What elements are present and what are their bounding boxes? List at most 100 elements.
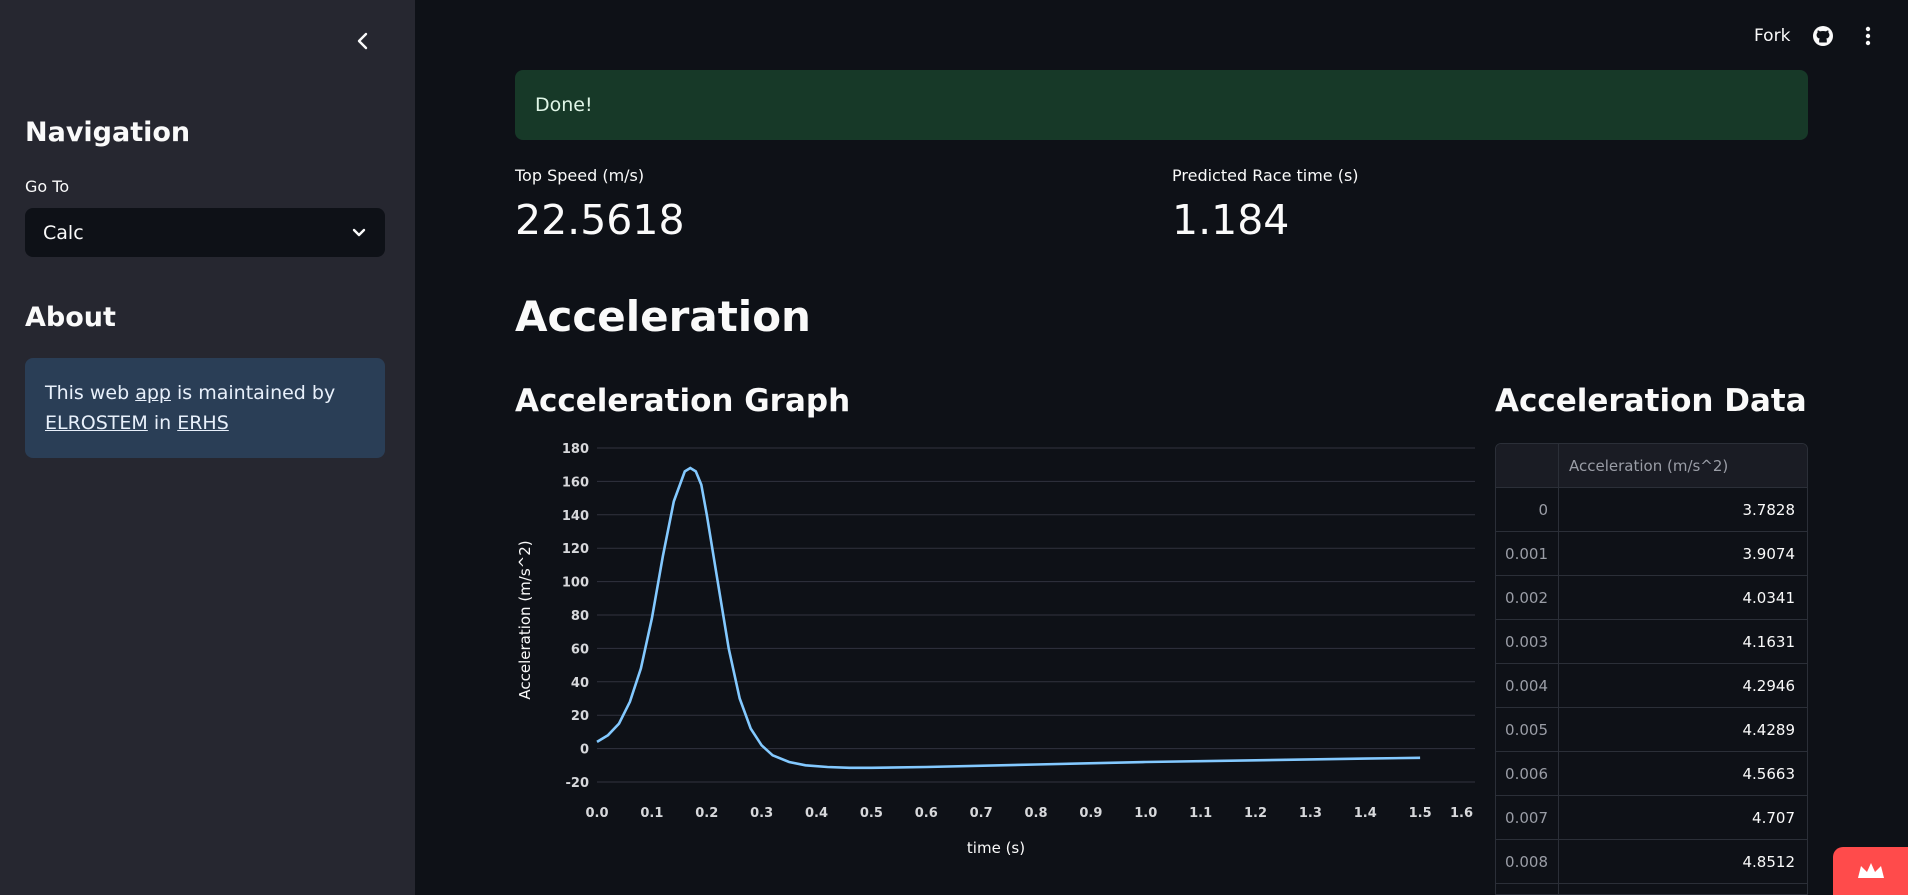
- table-header-row: Acceleration (m/s^2): [1496, 444, 1807, 488]
- chart-x-tick-label: 0.0: [585, 806, 608, 821]
- table-value-cell: 4.5663: [1742, 764, 1796, 783]
- table-body: 0 3.7828 0.001 3.9074 0.002 4.0341 0.003 4.1631…: [1496, 488, 1807, 894]
- app-link[interactable]: app: [135, 382, 171, 404]
- chart-x-tick-label: 1.0: [1134, 806, 1157, 821]
- table-value-cell: 3.7828: [1742, 500, 1796, 519]
- table-index-cell: [1496, 884, 1559, 894]
- chart-x-tick-label: 1.6: [1450, 806, 1473, 821]
- chart-x-tick-label: 0.9: [1079, 806, 1102, 821]
- about-info-box: This web app is maintained by ELROSTEM i…: [25, 358, 385, 458]
- chart-svg: 180 160 140 120 100 80 60 40 20 0 -20 0.0 0.1 0.2 0.3…: [516, 442, 1475, 857]
- acceleration-data-table[interactable]: Acceleration (m/s^2) 0 3.7828 0.001 3.9074 0…: [1495, 443, 1808, 895]
- table-value-cell: 4.4289: [1742, 720, 1796, 739]
- table-value-cell: 3.9074: [1742, 544, 1796, 563]
- table-row[interactable]: 0.005 4.4289: [1496, 708, 1807, 752]
- table-value-cell: 4.0341: [1742, 588, 1796, 607]
- table-index-cell: 0.001: [1496, 532, 1559, 575]
- table-row[interactable]: 0.003 4.1631: [1496, 620, 1807, 664]
- chart-x-tick-label: 0.5: [860, 806, 883, 821]
- race-time-label: Predicted Race time (s): [1172, 166, 1359, 185]
- chart-x-tick-label: 1.5: [1409, 806, 1432, 821]
- collapse-sidebar-button[interactable]: [350, 28, 376, 54]
- chevron-down-icon: [352, 228, 366, 236]
- chevron-left-icon: [357, 32, 368, 50]
- chart-x-tick-label: 0.3: [750, 806, 773, 821]
- elrostem-link[interactable]: ELROSTEM: [45, 412, 148, 434]
- chart-x-tick-label: 1.4: [1354, 806, 1377, 821]
- chart-series-line: [596, 466, 1421, 770]
- table-index-cell: 0.002: [1496, 576, 1559, 619]
- table-row[interactable]: 0.001 3.9074: [1496, 532, 1807, 576]
- chart-x-tick-label: 0.2: [695, 806, 718, 821]
- table-row[interactable]: 0 3.7828: [1496, 488, 1807, 532]
- table-index-cell: 0: [1496, 488, 1559, 531]
- top-speed-label: Top Speed (m/s): [515, 166, 645, 185]
- goto-select-value: Calc: [43, 221, 84, 244]
- chart-x-tick-label: 1.1: [1189, 806, 1212, 821]
- data-heading: Acceleration Data: [1495, 383, 1807, 419]
- chart-x-tick-label: 0.7: [970, 806, 993, 821]
- top-speed-value: 22.5618: [515, 196, 685, 244]
- table-row[interactable]: [1496, 884, 1807, 894]
- table-value-cell: 4.8512: [1742, 852, 1796, 871]
- table-index-cell: 0.005: [1496, 708, 1559, 751]
- chart-y-tick-label: 160: [562, 475, 589, 490]
- success-alert: Done!: [515, 70, 1808, 140]
- table-value-cell: 4.1631: [1742, 632, 1796, 651]
- chart-grid: [597, 447, 1475, 783]
- about-text-1: This web: [45, 382, 136, 404]
- main-menu-button[interactable]: [1858, 24, 1878, 48]
- navigation-title: Navigation: [25, 117, 191, 148]
- chart-x-ticks: 0.0 0.1 0.2 0.3 0.4 0.5 0.6 0.7 0.8 0.9 1.0 1.1 1.2 1…: [585, 806, 1473, 821]
- chart-y-tick-label: 80: [571, 609, 589, 624]
- race-time-value: 1.184: [1172, 196, 1290, 244]
- chart-y-ticks: 180 160 140 120 100 80 60 40 20 0 -20: [562, 442, 589, 791]
- table-index-cell: 0.003: [1496, 620, 1559, 663]
- github-icon: [1813, 26, 1833, 46]
- chart-y-tick-label: 120: [562, 542, 589, 557]
- success-message: Done!: [535, 94, 593, 116]
- streamlit-badge[interactable]: [1833, 847, 1908, 895]
- chart-y-tick-label: 100: [562, 576, 589, 591]
- github-button[interactable]: [1811, 24, 1835, 48]
- table-row[interactable]: 0.007 4.707: [1496, 796, 1807, 840]
- about-title: About: [25, 302, 116, 333]
- table-index-cell: 0.007: [1496, 796, 1559, 839]
- table-row[interactable]: 0.004 4.2946: [1496, 664, 1807, 708]
- table-index-cell: 0.004: [1496, 664, 1559, 707]
- more-vertical-icon: [1865, 26, 1871, 46]
- about-text-2: is maintained by: [170, 382, 336, 404]
- table-index-header: [1496, 444, 1559, 487]
- chart-y-tick-label: 0: [580, 743, 589, 758]
- fork-button[interactable]: Fork: [1754, 26, 1791, 46]
- about-text-3: in: [147, 412, 178, 434]
- table-row[interactable]: 0.002 4.0341: [1496, 576, 1807, 620]
- goto-label: Go To: [25, 177, 70, 196]
- table-value-cell: 4.707: [1752, 808, 1795, 827]
- chart-y-tick-label: 20: [571, 709, 589, 724]
- table-value-cell: [1559, 884, 1807, 894]
- chart-y-tick-label: -20: [566, 776, 590, 791]
- chart-x-tick-label: 0.8: [1024, 806, 1047, 821]
- goto-select[interactable]: Calc: [25, 208, 385, 257]
- chart-y-tick-label: 140: [562, 509, 589, 524]
- chart-x-tick-label: 1.3: [1299, 806, 1322, 821]
- chart-y-tick-label: 40: [571, 676, 589, 691]
- section-heading: Acceleration: [515, 292, 811, 341]
- erhs-link[interactable]: ERHS: [177, 412, 229, 434]
- graph-heading: Acceleration Graph: [515, 383, 851, 419]
- table-column-header[interactable]: Acceleration (m/s^2): [1569, 456, 1729, 475]
- chart-x-tick-label: 1.2: [1244, 806, 1267, 821]
- chart-x-tick-label: 0.1: [640, 806, 663, 821]
- chart-x-label: time (s): [967, 839, 1025, 857]
- chart-y-label: Acceleration (m/s^2): [516, 540, 534, 699]
- table-index-cell: 0.008: [1496, 840, 1559, 883]
- table-row[interactable]: 0.006 4.5663: [1496, 752, 1807, 796]
- table-value-cell: 4.2946: [1742, 676, 1796, 695]
- sidebar: Navigation Go To Calc About This web app…: [0, 0, 415, 895]
- chart-x-tick-label: 0.4: [805, 806, 828, 821]
- table-row[interactable]: 0.008 4.8512: [1496, 840, 1807, 884]
- table-index-cell: 0.006: [1496, 752, 1559, 795]
- acceleration-chart[interactable]: 180 160 140 120 100 80 60 40 20 0 -20 0.0 0.1 0.2 0.3…: [515, 440, 1475, 860]
- chart-y-tick-label: 180: [562, 442, 589, 457]
